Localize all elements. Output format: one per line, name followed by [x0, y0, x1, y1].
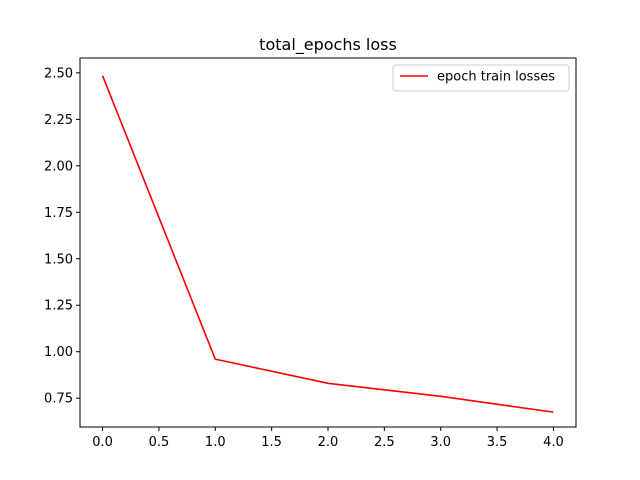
- y-tick-label: 1.50: [44, 252, 73, 267]
- series-layer: [101, 75, 554, 413]
- plot-area: [80, 58, 576, 427]
- y-tick-label: 1.25: [44, 299, 73, 314]
- y-axis: 0.75 1.00 1.25 1.50 1.75 2.00 2.25 2.50: [44, 66, 80, 407]
- x-tick-label: 2.0: [318, 435, 339, 450]
- x-tick-label: 1.0: [205, 435, 226, 450]
- y-tick-label: 2.25: [44, 113, 73, 128]
- y-tick-label: 1.00: [44, 345, 73, 360]
- x-tick-label: 3.5: [487, 435, 508, 450]
- y-tick-label: 0.75: [44, 392, 73, 407]
- plot-frame: [79, 57, 577, 428]
- x-tick-label: 4.0: [543, 435, 564, 450]
- x-tick-label: 0.5: [149, 435, 170, 450]
- x-axis: 0.0 0.5 1.0 1.5 2.0 2.5 3.0 3.5 4.0: [92, 427, 564, 450]
- x-tick-label: 0.0: [92, 435, 113, 450]
- legend-label-epoch-train-losses: epoch train losses: [437, 70, 555, 85]
- x-tick-label: 3.0: [430, 435, 451, 450]
- legend-box: [392, 64, 570, 92]
- legend: epoch train losses: [392, 64, 570, 92]
- chart-title: total_epochs loss: [259, 35, 397, 55]
- series-line-epoch-train-losses: [101, 75, 554, 413]
- x-tick-label: 2.5: [374, 435, 395, 450]
- x-tick-label: 1.5: [261, 435, 282, 450]
- y-tick-label: 2.00: [44, 159, 73, 174]
- y-tick-label: 2.50: [44, 66, 73, 81]
- y-tick-label: 1.75: [44, 206, 73, 221]
